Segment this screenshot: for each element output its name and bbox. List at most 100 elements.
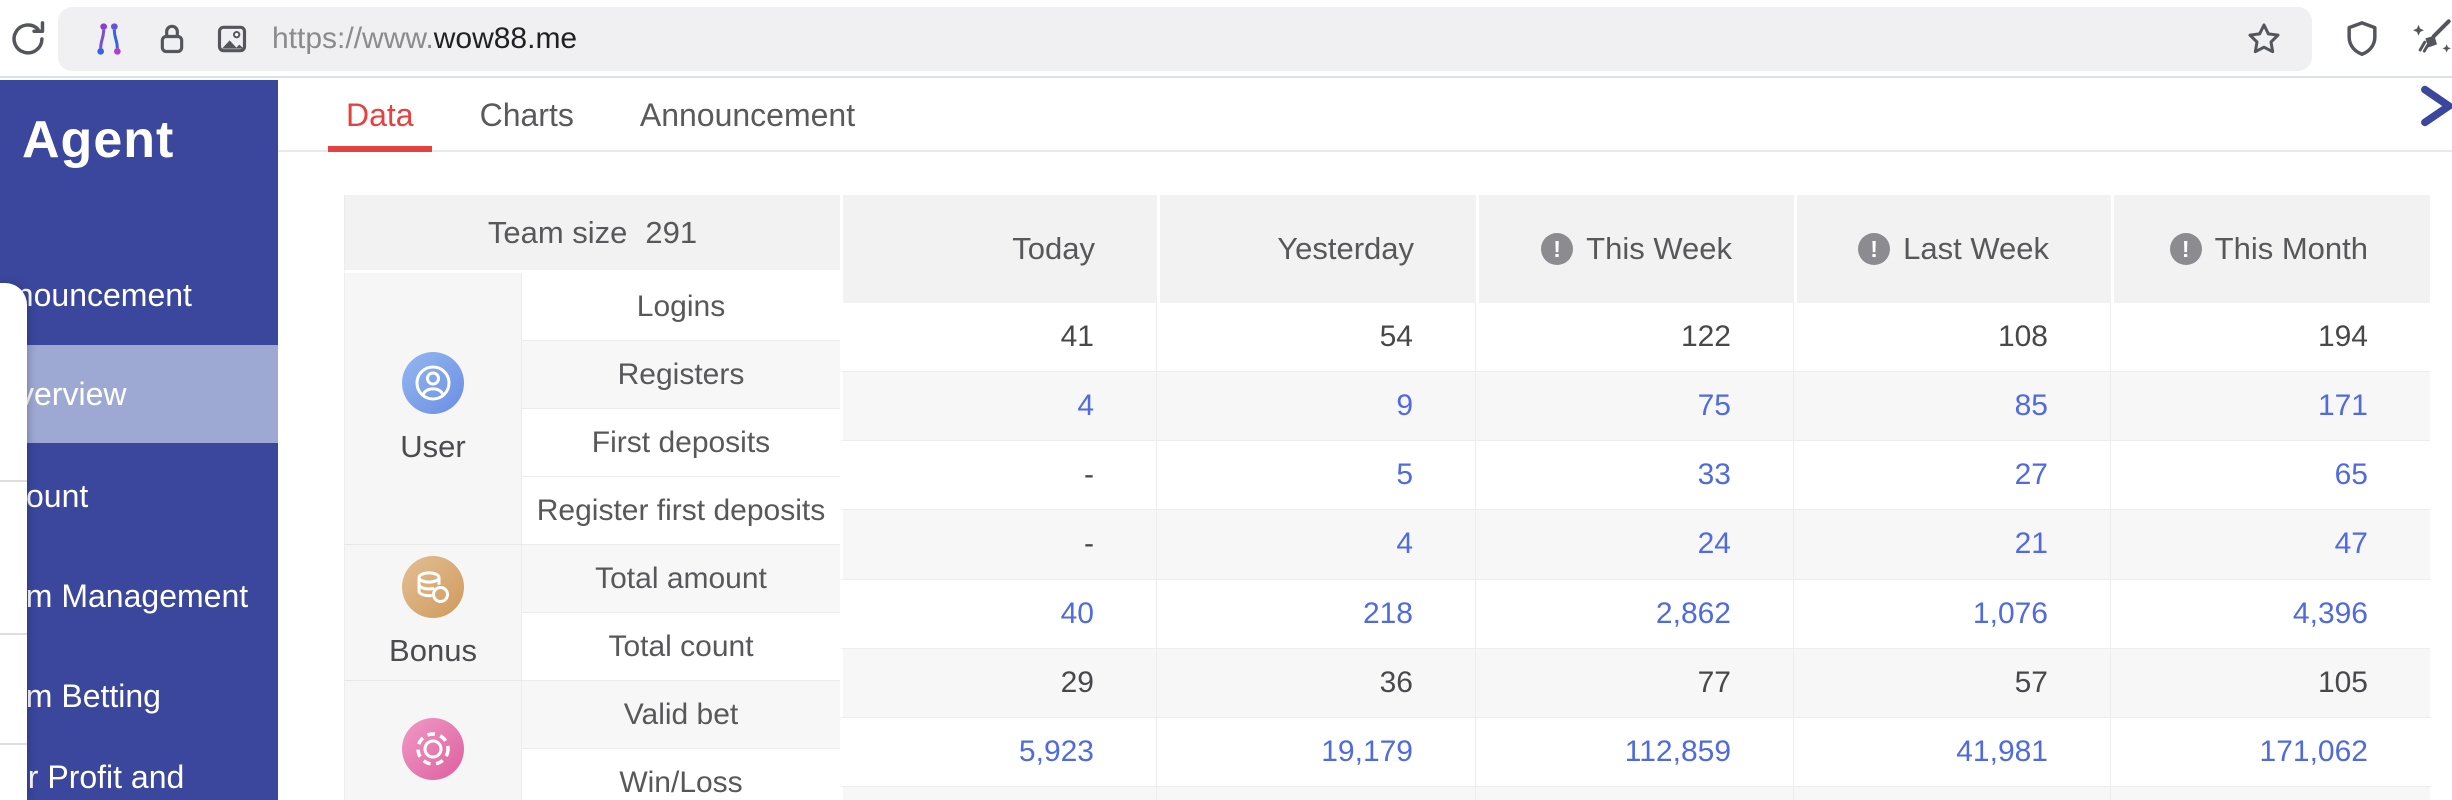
tab-charts[interactable]: Charts — [479, 97, 574, 133]
info-icon[interactable]: ! — [1541, 233, 1574, 265]
coins-icon — [402, 556, 464, 618]
value-cell — [1157, 786, 1476, 800]
row-group-label: Bonus — [389, 633, 477, 668]
value-cell[interactable]: 65 — [2334, 458, 2368, 492]
value-cell — [2111, 787, 2430, 800]
row-label: Register first deposits — [522, 477, 840, 545]
image-icon[interactable] — [212, 19, 252, 59]
panel-divider — [0, 633, 27, 635]
value-cell — [1476, 786, 1794, 800]
bookmark-star-icon[interactable] — [2244, 19, 2284, 59]
value-cell[interactable]: 171,062 — [2259, 734, 2368, 768]
column-header-this-week: ! This Week — [1476, 195, 1794, 303]
value-cell — [1794, 786, 2111, 800]
row-label: Logins — [522, 273, 840, 341]
sidebar-item-team-management[interactable]: am Management — [8, 578, 249, 614]
tab-announcement[interactable]: Announcement — [639, 97, 856, 133]
value-cell[interactable]: 5,923 — [843, 717, 1157, 786]
column-header-today: Today — [840, 195, 1157, 303]
table-row-registers: 4 9 75 85 171 — [840, 372, 2430, 442]
value-cell: - — [843, 441, 1157, 510]
collapse-chevron-icon[interactable] — [2414, 84, 2452, 128]
panel-divider — [0, 480, 27, 482]
lock-icon[interactable] — [152, 19, 192, 59]
left-edge-panel — [0, 283, 27, 800]
sidebar-active-highlight — [0, 345, 278, 443]
value-cell[interactable]: 5 — [1157, 441, 1476, 510]
value-cell[interactable]: 85 — [1794, 372, 2111, 441]
team-size-label: Team size — [487, 214, 628, 250]
row-label: First deposits — [522, 409, 840, 477]
sidebar: Agent nnouncement verview count am Manageme… — [0, 80, 278, 800]
value-cell[interactable]: 9 — [1157, 372, 1476, 441]
column-header-label: Yesterday — [1277, 231, 1414, 266]
row-label: Win/Loss — [522, 749, 840, 800]
row-group-bet — [344, 681, 522, 800]
value-cell[interactable]: 218 — [1157, 579, 1476, 648]
broom-clear-icon[interactable] — [2406, 14, 2452, 64]
value-cell[interactable]: 33 — [1476, 441, 1794, 510]
sidebar-item-overview[interactable]: verview — [18, 376, 127, 412]
info-icon[interactable]: ! — [1858, 233, 1891, 265]
column-header-this-month: ! This Month — [2111, 195, 2430, 303]
browser-toolbar: https://www.wow88.me — [0, 0, 2452, 78]
extension-icon[interactable] — [90, 19, 130, 59]
column-header-label: This Month — [2214, 231, 2368, 266]
row-group-bonus: Bonus — [344, 545, 522, 681]
table-row-register-first-deposits: -4 24 21 47 — [840, 510, 2430, 580]
value-cell: 29 — [843, 648, 1157, 717]
column-header-label: Last Week — [1903, 231, 2049, 266]
team-size-header: Team size 291 — [344, 195, 840, 273]
value-cell[interactable]: 19,179 — [1157, 717, 1476, 786]
url-scheme: https://www. — [272, 22, 434, 55]
sidebar-item-team-betting[interactable]: am Betting — [8, 678, 161, 714]
value-cell[interactable]: 41,981 — [1794, 717, 2111, 786]
row-label: Total count — [522, 613, 840, 681]
value-cell: 108 — [1794, 303, 2111, 372]
table-row-total-amount: 40 218 2,862 1,076 4,396 — [840, 579, 2430, 649]
value-cell[interactable]: 171 — [2317, 389, 2368, 423]
value-cell[interactable]: 21 — [1794, 510, 2111, 579]
sidebar-item-announcement[interactable]: nnouncement — [0, 277, 192, 313]
table-row-total-count: 29 36 77 57 105 — [840, 648, 2430, 718]
row-label: Total amount — [522, 545, 840, 613]
app-logo: Agent — [22, 111, 175, 169]
url-host: wow88.me — [433, 22, 578, 55]
info-icon[interactable]: ! — [2169, 233, 2202, 265]
address-bar[interactable]: https://www.wow88.me — [58, 7, 2312, 71]
row-label: Registers — [522, 341, 840, 409]
row-group-label: User — [400, 429, 466, 464]
value-cell[interactable]: 4 — [843, 372, 1157, 441]
value-cell[interactable]: 112,859 — [1476, 717, 1794, 786]
sidebar-item-member-profit[interactable]: er Profit and — [10, 759, 185, 795]
shield-icon[interactable] — [2340, 17, 2384, 61]
row-group-user: User — [344, 273, 522, 545]
value-cell[interactable]: 24 — [1476, 510, 1794, 579]
value-cell: 77 — [1476, 648, 1794, 717]
column-header-yesterday: Yesterday — [1157, 195, 1476, 303]
reload-icon[interactable] — [6, 17, 50, 61]
value-cell: 57 — [1794, 648, 2111, 717]
url-text[interactable]: https://www.wow88.me — [272, 7, 577, 71]
value-cell: 41 — [843, 303, 1157, 372]
tab-data[interactable]: Data — [328, 80, 432, 152]
tab-bar: Data Charts Announcement — [278, 80, 2452, 152]
team-size-value: 291 — [645, 214, 698, 250]
value-cell[interactable]: 4,396 — [2292, 596, 2368, 630]
user-circle-icon — [402, 352, 464, 414]
value-cell[interactable]: 1,076 — [1794, 579, 2111, 648]
value-cell: 194 — [2317, 320, 2368, 354]
value-cell[interactable]: 2,862 — [1476, 579, 1794, 648]
value-cell[interactable]: 47 — [2334, 527, 2368, 561]
value-cell: 122 — [1476, 303, 1794, 372]
row-label: Valid bet — [522, 681, 840, 749]
value-cell[interactable]: 75 — [1476, 372, 1794, 441]
value-cell[interactable]: 40 — [843, 579, 1157, 648]
panel-divider — [0, 743, 27, 745]
table-row-win-loss — [840, 786, 2430, 800]
value-cell[interactable]: 4 — [1157, 510, 1476, 579]
column-header-label: This Week — [1586, 231, 1732, 266]
value-cell[interactable]: 27 — [1794, 441, 2111, 510]
value-cell: 105 — [2317, 665, 2368, 699]
